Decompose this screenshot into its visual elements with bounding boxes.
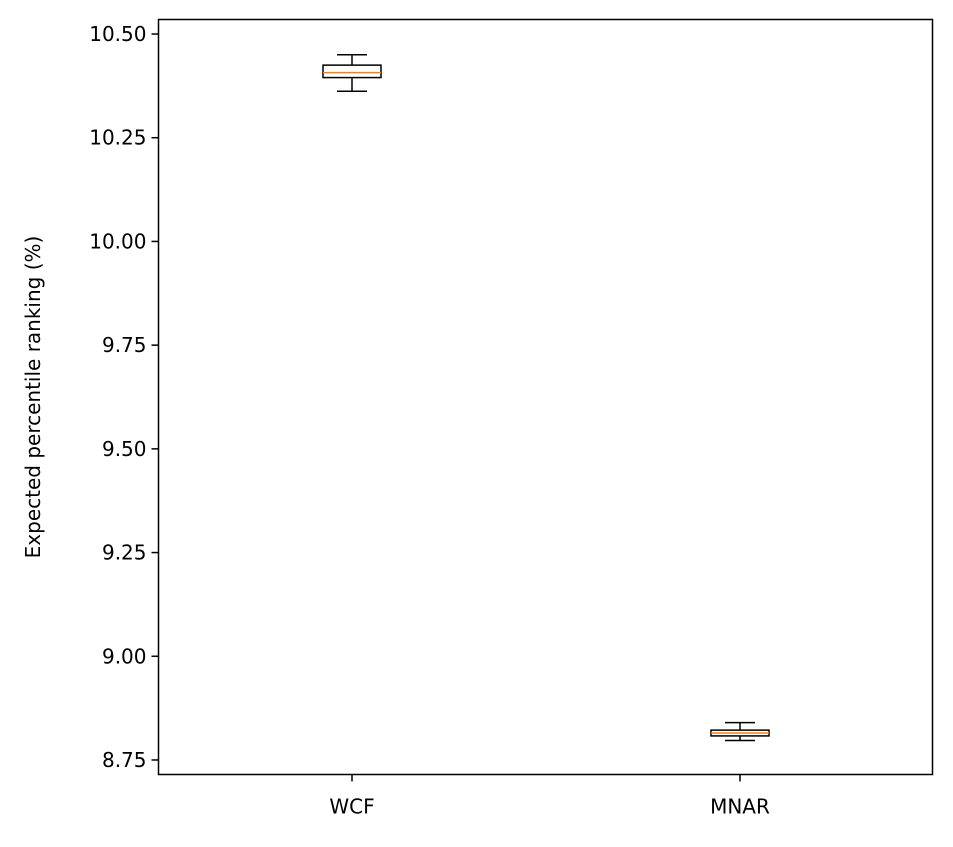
y-tick-label: 10.00	[89, 229, 146, 253]
plot-frame	[157, 18, 934, 776]
y-tick-label: 9.75	[102, 333, 147, 357]
boxes-layer	[322, 54, 770, 742]
x-tick-label: WCF	[329, 795, 374, 819]
y-tick-label: 10.50	[89, 22, 146, 46]
x-tick-label: MNAR	[710, 795, 770, 819]
y-tick-label: 9.50	[102, 437, 147, 461]
y-tick-label: 8.75	[102, 748, 147, 772]
y-axis-label: Expected percentile ranking (%)	[21, 236, 45, 559]
y-tick-label: 9.25	[102, 541, 147, 565]
box-mnar	[710, 721, 770, 742]
y-tick-label: 9.00	[102, 644, 147, 668]
y-tick-label: 10.25	[89, 126, 146, 150]
box-wcf	[322, 54, 382, 93]
x-axis: WCF MNAR	[329, 774, 770, 819]
y-axis: 8.75 9.00 9.25 9.50 9.75 10.00 10.25 10.50	[89, 22, 159, 772]
iqr-box	[322, 64, 382, 79]
